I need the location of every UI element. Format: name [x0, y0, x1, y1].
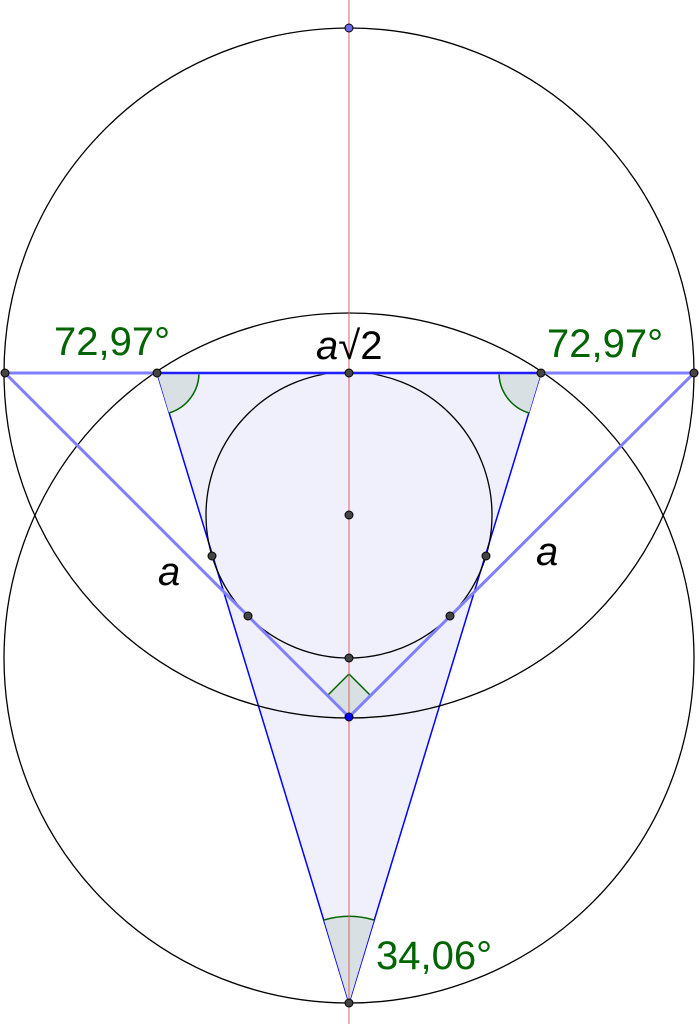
- point: [0, 368, 10, 378]
- angle-label-bottom: 34,06°: [376, 934, 492, 978]
- point: [445, 611, 455, 621]
- side-label-left: a: [158, 550, 180, 594]
- point: [243, 611, 253, 621]
- point: [481, 551, 491, 561]
- point: [344, 510, 354, 520]
- point: [207, 551, 217, 561]
- side-label-right: a: [536, 530, 558, 574]
- point: [344, 712, 354, 722]
- side-label-top-rest: √2: [338, 324, 382, 368]
- angle-label-left: 72,97°: [54, 320, 170, 364]
- side-label-top: a√2: [316, 324, 382, 368]
- point: [152, 368, 162, 378]
- point: [689, 368, 699, 378]
- angle-mark-left: [157, 373, 199, 413]
- point: [536, 368, 546, 378]
- point: [344, 368, 354, 378]
- point: [344, 653, 354, 663]
- side-label-top-var: a: [316, 324, 338, 368]
- point: [344, 998, 354, 1008]
- angle-mark-right: [499, 373, 541, 413]
- angle-label-right: 72,97°: [547, 322, 663, 366]
- point: [344, 23, 354, 33]
